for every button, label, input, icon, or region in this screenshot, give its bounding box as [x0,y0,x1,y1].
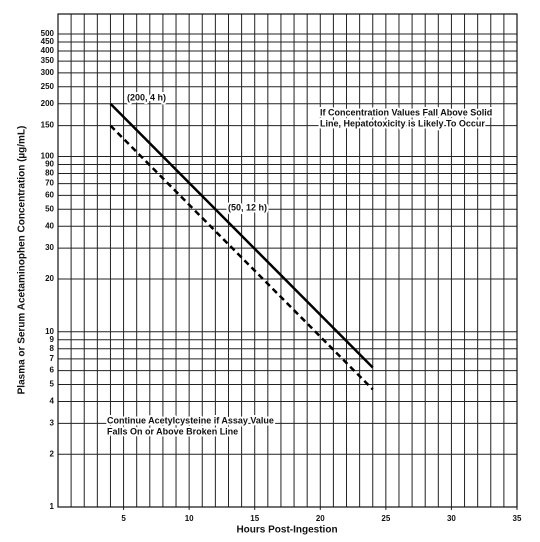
y-tick-label: 350 [41,56,55,65]
annotation: Line, Hepatotoxicity is Likely To Occur [320,118,485,128]
x-tick-label: 5 [121,514,126,523]
y-tick-label: 10 [45,327,54,336]
y-tick-label: 500 [41,29,55,38]
x-tick-label: 10 [185,514,194,523]
y-tick-label: 4 [50,397,55,406]
y-tick-label: 8 [50,344,55,353]
x-tick-label: 30 [447,514,456,523]
annotations: (200, 4 h) (50, 12 h) If Concentration V… [105,90,494,438]
y-tick-label: 70 [45,179,54,188]
y-tick-label: 5 [50,380,55,389]
y-axis-label: Plasma or Serum Acetaminophen Concentrat… [17,126,28,395]
y-tick-label: 80 [45,169,54,178]
y-tick-label: 1 [50,502,55,511]
y-tick-label: 200 [41,99,55,108]
y-tick-label: 450 [41,37,55,46]
series-line [109,124,374,391]
y-tick-label: 30 [45,243,54,252]
plot [109,102,374,391]
x-tick-label: 25 [381,514,390,523]
x-axis-label: Hours Post-Ingestion [236,525,337,536]
x-tick-label: 15 [250,514,259,523]
annotation: If Concentration Values Fall Above Solid [320,107,492,117]
grid: 1234567891020304050607080901001502002503… [41,13,522,523]
series-line [109,102,374,369]
y-tick-label: 9 [50,335,55,344]
y-tick-label: 400 [41,46,55,55]
x-tick-label: 20 [316,514,325,523]
annotation: (50, 12 h) [228,202,267,212]
y-tick-label: 7 [50,354,55,363]
y-tick-label: 3 [50,418,55,427]
y-tick-label: 250 [41,82,55,91]
y-tick-label: 150 [41,121,55,130]
annotation: Falls On or Above Broken Line [107,426,238,436]
y-tick-label: 6 [50,366,55,375]
y-tick-label: 20 [45,274,54,283]
y-tick-label: 90 [45,160,54,169]
y-tick-label: 300 [41,68,55,77]
plot-frame [57,13,518,508]
y-tick-label: 60 [45,190,54,199]
y-tick-label: 100 [41,152,55,161]
annotation: (200, 4 h) [127,92,166,102]
annotation: Continue Acetylcysteine if Assay Value [107,415,274,425]
y-tick-label: 50 [45,204,54,213]
y-tick-label: 40 [45,221,54,230]
y-tick-label: 2 [50,449,55,458]
x-tick-label: 35 [513,514,522,523]
